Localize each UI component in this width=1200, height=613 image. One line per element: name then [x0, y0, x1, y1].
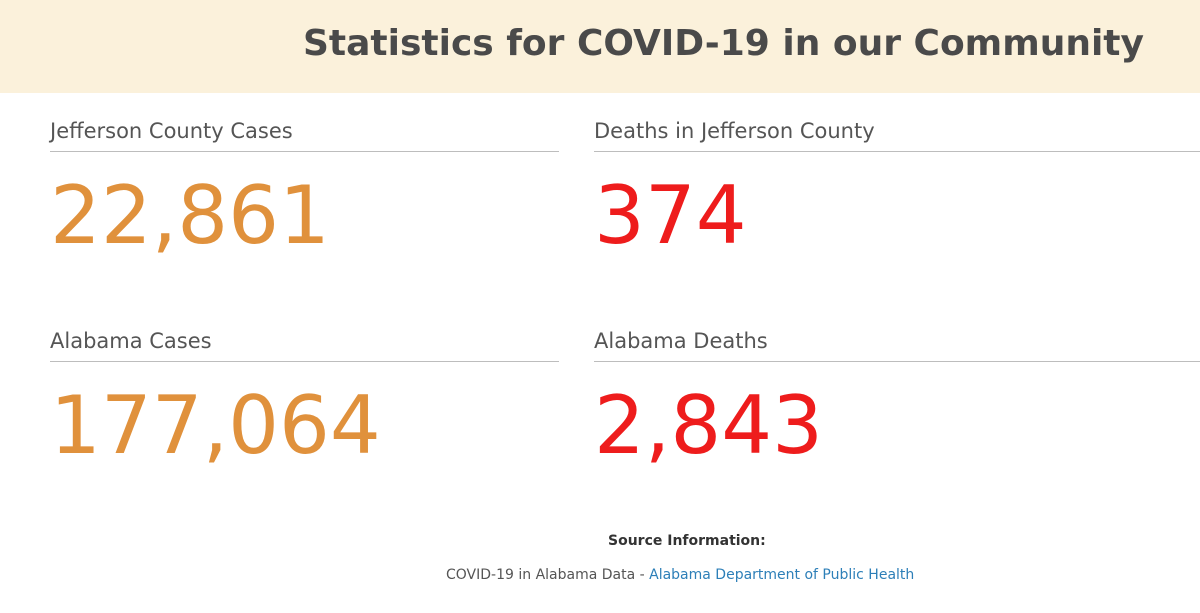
- stat-value-jefferson-cases: 22,861: [50, 169, 330, 262]
- stat-label-alabama-deaths: Alabama Deaths: [594, 329, 768, 353]
- stat-label-jefferson-cases: Jefferson County Cases: [50, 119, 293, 143]
- stat-value-alabama-deaths: 2,843: [594, 379, 824, 472]
- page-title: Statistics for COVID-19 in our Community: [303, 23, 1144, 64]
- stat-value-alabama-cases: 177,064: [50, 379, 381, 472]
- stat-divider: [50, 151, 559, 152]
- source-text: COVID-19 in Alabama Data: [446, 567, 636, 583]
- source-link-adph[interactable]: Alabama Department of Public Health: [649, 567, 915, 583]
- stat-divider: [594, 361, 1200, 362]
- source-line: COVID-19 in Alabama Data - Alabama Depar…: [446, 565, 914, 585]
- source-separator: -: [635, 567, 650, 583]
- stat-divider: [50, 361, 559, 362]
- stat-divider: [594, 151, 1200, 152]
- stat-value-jefferson-deaths: 374: [594, 169, 747, 262]
- source-heading: Source Information:: [608, 533, 766, 549]
- stat-label-alabama-cases: Alabama Cases: [50, 329, 212, 353]
- page-header: Statistics for COVID-19 in our Community: [0, 0, 1200, 93]
- stat-label-jefferson-deaths: Deaths in Jefferson County: [594, 119, 875, 143]
